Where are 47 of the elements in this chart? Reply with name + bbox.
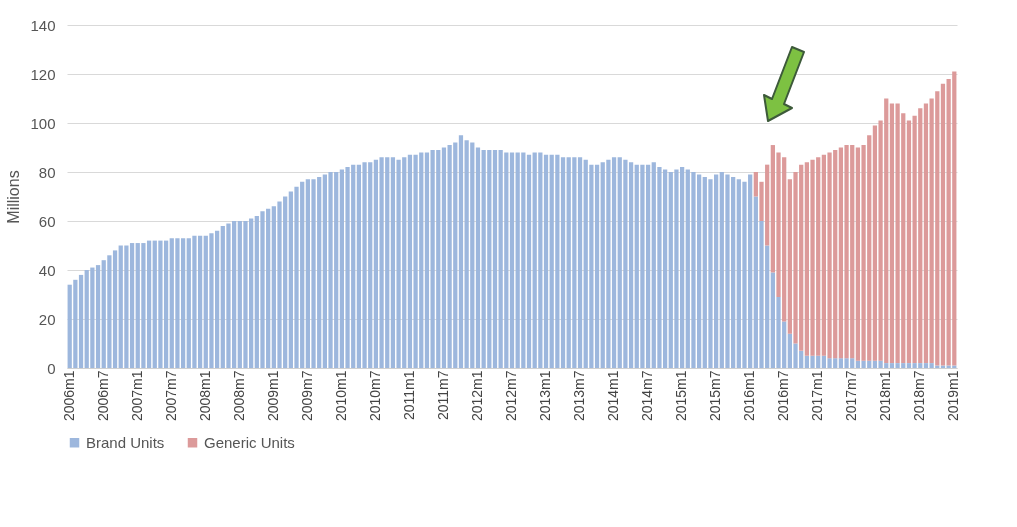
bar	[78, 274, 84, 368]
x-tick-label: 2010m7	[366, 370, 383, 422]
x-tick-label: 2011m1	[400, 370, 417, 421]
bar	[492, 149, 498, 368]
y-tick-label: 120	[30, 65, 56, 83]
x-tick-label: 2009m7	[298, 370, 315, 422]
legend-label: Generic Units	[204, 433, 295, 451]
x-tick-label: 2010m1	[332, 370, 349, 422]
x-tick-label: 2015m1	[673, 370, 690, 422]
x-tick-label: 2008m1	[196, 370, 213, 422]
x-tick-label: 2013m1	[537, 370, 554, 422]
x-tick-label: 2008m7	[230, 370, 247, 422]
y-tick-label: 60	[38, 212, 56, 230]
bar	[560, 157, 566, 368]
y-tick-label: 0	[47, 359, 56, 377]
y-tick-label: 40	[38, 261, 56, 279]
x-tick-label: 2006m7	[94, 370, 111, 422]
x-tick-label: 2011m7	[434, 370, 451, 421]
y-tick-label: 20	[38, 310, 56, 328]
x-tick-label: 2009m1	[264, 370, 281, 422]
bar	[458, 135, 464, 368]
x-tick-label: 2017m1	[809, 370, 826, 422]
x-tick-label: 2012m7	[503, 370, 519, 422]
y-axis-title: Millions	[5, 170, 23, 224]
bar	[475, 147, 481, 368]
x-tick-label: 2007m1	[128, 370, 145, 422]
x-tick-label: 2018m1	[877, 370, 894, 422]
y-tick-label: 100	[30, 114, 56, 132]
y-tick-label: 80	[38, 163, 56, 181]
x-tick-label: 2014m7	[639, 370, 656, 422]
bar	[526, 154, 532, 368]
bar	[940, 83, 946, 366]
x-tick-label: 2015m7	[707, 370, 724, 422]
x-tick-label: 2016m7	[775, 370, 792, 422]
legend-label: Brand Units	[86, 433, 165, 451]
y-tick-label: 140	[30, 16, 56, 34]
bar	[509, 152, 515, 368]
x-tick-label: 2018m7	[911, 370, 928, 422]
x-tick-label: 2007m7	[162, 370, 179, 422]
x-tick-label: 2013m7	[571, 370, 588, 422]
x-tick-label: 2014m1	[605, 370, 622, 422]
x-tick-label: 2012m1	[468, 370, 485, 422]
x-tick-label: 2017m7	[843, 370, 860, 422]
x-tick-label: 2006m1	[60, 370, 77, 422]
x-tick-label: 2016m1	[741, 370, 758, 422]
x-tick-label: 2019m1	[945, 370, 962, 422]
bar	[543, 154, 549, 368]
